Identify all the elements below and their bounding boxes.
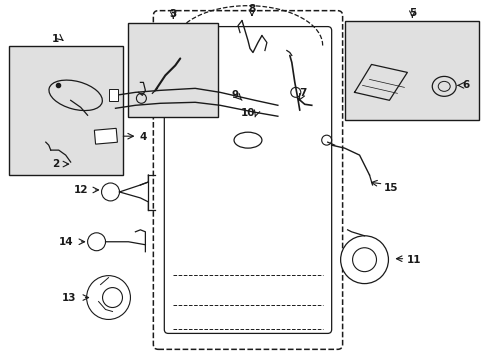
Bar xyxy=(344,21,478,120)
Text: 3: 3 xyxy=(169,9,177,19)
Text: 10: 10 xyxy=(240,108,255,118)
Text: 1: 1 xyxy=(52,33,59,44)
Text: 2: 2 xyxy=(52,159,59,169)
Bar xyxy=(9,45,123,175)
Text: 13: 13 xyxy=(61,293,76,302)
Bar xyxy=(94,128,117,144)
Ellipse shape xyxy=(234,132,262,148)
Text: 6: 6 xyxy=(462,80,469,90)
Text: 15: 15 xyxy=(384,183,398,193)
Text: 7: 7 xyxy=(299,88,306,98)
Text: 11: 11 xyxy=(406,255,421,265)
Text: 12: 12 xyxy=(73,185,88,195)
Circle shape xyxy=(340,236,387,284)
Text: 4: 4 xyxy=(140,132,147,142)
FancyBboxPatch shape xyxy=(153,11,342,349)
Bar xyxy=(108,89,118,101)
Text: 14: 14 xyxy=(58,237,73,247)
Text: 5: 5 xyxy=(408,8,415,18)
Bar xyxy=(128,23,218,117)
Text: 9: 9 xyxy=(231,90,238,100)
Text: 8: 8 xyxy=(248,4,255,14)
FancyBboxPatch shape xyxy=(164,27,331,333)
